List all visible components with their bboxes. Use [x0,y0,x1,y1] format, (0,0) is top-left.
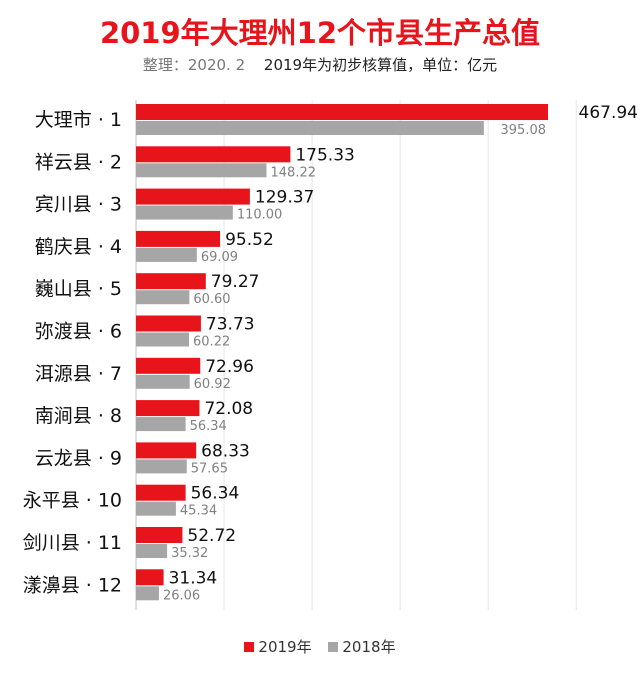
category-label: 剑川县 · 11 [23,532,122,554]
bar-2019 [136,400,200,417]
bar-2019 [136,188,250,205]
category-label: 巍山县 · 5 [35,278,122,300]
data-label-2019: 31.34 [169,568,218,588]
category-label: 弥渡县 · 6 [35,321,122,343]
data-label-2018: 110.00 [237,208,283,223]
chart-subtitle: 整理：2020. 2 2019年为初步核算值，单位：亿元 [0,54,640,75]
bar-2018 [136,205,233,220]
data-label-2018: 69.09 [201,250,238,265]
legend-item-2019: 2019年 [244,636,312,657]
data-label-2019: 129.37 [255,188,314,208]
legend-item-2018: 2018年 [328,636,396,657]
category-label: 洱源县 · 7 [35,363,122,385]
data-label-2018: 45.34 [180,504,217,519]
category-label: 南涧县 · 8 [35,405,122,427]
chart-legend: 2019年 2018年 [0,636,640,657]
bar-2018 [136,501,176,516]
chart-title: 2019年大理州12个市县生产总值 [99,16,541,50]
data-label-2018: 26.06 [163,588,200,603]
data-label-2018: 57.65 [191,461,228,476]
data-label-2019: 175.33 [295,145,354,165]
bar-2019 [136,104,548,120]
category-label: 鹤庆县 · 4 [35,236,122,258]
data-label-2018: 60.92 [194,377,231,392]
category-label: 云龙县 · 9 [35,447,122,469]
data-label-2018: 395.08 [501,123,547,138]
bar-2018 [136,247,197,262]
bar-2019 [136,146,291,163]
bar-2018 [136,290,190,305]
category-label: 宾川县 · 3 [35,194,122,216]
category-label: 大理市 · 1 [35,109,122,131]
bar-2019 [136,484,186,501]
category-label: 永平县 · 10 [23,490,122,512]
legend-label-2019: 2019年 [258,638,312,656]
data-label-2019: 73.73 [206,315,255,335]
category-label: 漾濞县 · 12 [23,574,122,596]
bar-2018 [136,163,267,178]
data-label-2019: 72.96 [205,357,254,377]
data-label-2019: 72.08 [204,399,253,419]
data-label-2018: 148.22 [271,165,317,180]
subtitle-note: 整理：2020. 2 [142,56,246,74]
data-label-2019: 52.72 [187,526,236,546]
data-label-2019: 79.27 [211,272,260,292]
legend-swatch-2019 [244,642,255,652]
legend-label-2018: 2018年 [342,638,396,656]
data-label-2018: 60.60 [193,292,230,307]
data-label-2018: 35.32 [171,546,208,561]
data-label-2018: 56.34 [190,419,227,434]
bar-2019 [136,442,197,459]
data-label-2018: 60.22 [193,335,230,350]
data-label-2019: 68.33 [201,441,250,461]
bar-2018 [136,374,190,389]
data-label-2019: 95.52 [225,230,274,250]
bar-2018 [136,459,187,474]
category-label: 祥云县 · 2 [35,151,122,173]
subtitle-text: 2019年为初步核算值，单位：亿元 [263,56,498,74]
data-label-2019: 56.34 [191,484,240,504]
bar-2019 [136,273,206,290]
bar-2018 [136,121,484,135]
bar-2019 [136,569,164,586]
bar-2018 [136,544,168,558]
bar-2019 [136,315,201,332]
legend-swatch-2018 [328,642,339,652]
data-label-2019: 467.94 [579,103,638,123]
bar-2019 [136,230,221,247]
bar-2018 [136,332,190,347]
bar-2018 [136,586,159,601]
bar-2018 [136,417,186,432]
bar-2019 [136,357,201,374]
bar-2019 [136,527,183,543]
